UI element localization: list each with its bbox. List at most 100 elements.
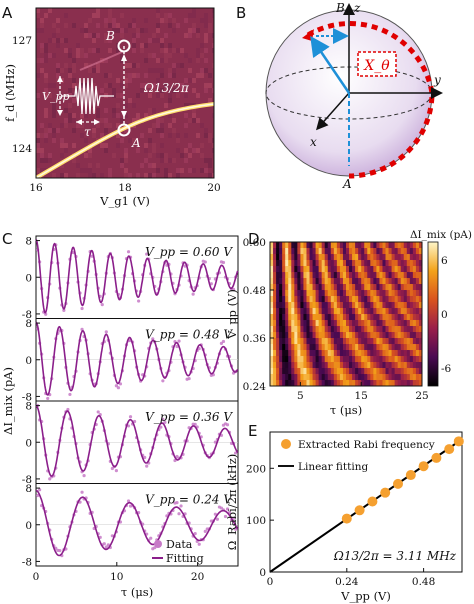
panel-a-noise-cell xyxy=(172,63,176,68)
panel-a-noise-cell xyxy=(72,23,76,28)
panel-d-heatmap-cell xyxy=(321,266,326,273)
panel-a-noise-cell xyxy=(68,68,72,73)
panel-d-heatmap-cell xyxy=(318,308,323,315)
panel-d-heatmap-cell xyxy=(385,374,389,381)
panel-d-heatmap-cell xyxy=(364,254,368,261)
panel-a-noise-cell xyxy=(112,18,116,23)
panel-a-noise-cell xyxy=(92,83,96,88)
panel-d-heatmap-cell xyxy=(270,320,274,327)
panel-a-noise-cell xyxy=(168,68,172,73)
panel-d-heatmap-cell xyxy=(391,344,396,351)
panel-d-heatmap-cell xyxy=(342,266,347,273)
panel-d-heatmap-cell xyxy=(349,362,353,369)
panel-d-heatmap-cell xyxy=(349,368,353,375)
panel-d-heatmap-cell xyxy=(339,254,344,261)
panel-d-heatmap-cell xyxy=(276,290,280,297)
panel-d-heatmap-cell xyxy=(415,332,420,339)
panel-d-xtick: 25 xyxy=(415,390,428,402)
panel-d-heatmap-cell xyxy=(379,374,383,381)
panel-d-heatmap-cell xyxy=(361,248,365,255)
panel-a-noise-cell xyxy=(208,83,212,88)
panel-d-heatmap-cell xyxy=(415,338,420,345)
panel-d-heatmap-cell xyxy=(300,332,304,339)
panel-d-heatmap-cell xyxy=(388,266,392,273)
panel-d-heatmap-cell xyxy=(291,254,295,261)
panel-d-heatmap-cell xyxy=(285,266,289,273)
panel-d-heatmap-cell xyxy=(297,308,301,315)
panel-d-heatmap-cell xyxy=(346,308,350,315)
panel-a-noise-cell xyxy=(172,158,176,163)
panel-d-heatmap-cell xyxy=(288,374,292,381)
panel-a-noise-cell xyxy=(40,43,44,48)
panel-d-heatmap-cell xyxy=(300,302,304,309)
panel-d-heatmap-cell xyxy=(339,308,344,315)
panel-d-heatmap-cell xyxy=(270,254,274,261)
panel-d-heatmap-cell xyxy=(373,308,377,315)
panel-a-noise-cell xyxy=(124,158,128,163)
panel-d-heatmap-cell xyxy=(279,350,283,357)
panel-c-data-point xyxy=(209,282,213,286)
panel-d-heatmap-cell xyxy=(352,290,356,297)
panel-e-data-point xyxy=(393,478,403,489)
panel-a-noise-cell xyxy=(104,23,108,28)
panel-c-ytick: 0 xyxy=(25,355,32,367)
panel-d-heatmap-cell xyxy=(379,350,383,357)
panel-d-heatmap-cell xyxy=(303,332,307,339)
panel-d-heatmap-cell xyxy=(394,338,399,345)
panel-a-noise-cell xyxy=(52,128,56,133)
panel-a-noise-cell xyxy=(188,168,192,173)
panel-d-heatmap-cell xyxy=(327,380,332,387)
panel-d-heatmap-cell xyxy=(324,272,329,279)
panel-d-heatmap-cell xyxy=(346,284,350,291)
panel-b-bloch-sphere: X_θ B z y x A xyxy=(265,1,443,191)
panel-d-heatmap-cell xyxy=(376,380,380,387)
panel-d-heatmap-cell xyxy=(273,338,277,345)
panel-a-noise-cell xyxy=(136,148,140,153)
panel-d-heatmap-cell xyxy=(339,302,344,309)
panel-d-heatmap-cell xyxy=(288,344,292,351)
panel-a-noise-cell xyxy=(192,13,196,18)
panel-d-heatmap-cell xyxy=(273,350,277,357)
panel-d-heatmap-cell xyxy=(321,284,326,291)
panel-d-heatmap-cell xyxy=(342,278,347,285)
panel-d-heatmap-cell xyxy=(400,248,405,255)
panel-d-heatmap-cell xyxy=(406,356,411,363)
panel-d-heatmap-cell xyxy=(342,290,347,297)
panel-d-heatmap-cell xyxy=(358,296,362,303)
panel-a-noise-cell xyxy=(44,58,48,63)
panel-e-xtick: 0 xyxy=(267,576,274,588)
panel-a-noise-cell xyxy=(60,123,64,128)
panel-d-heatmap-cell xyxy=(330,332,335,339)
panel-a-noise-cell xyxy=(64,23,68,28)
panel-a-noise-cell xyxy=(168,88,172,93)
panel-a-noise-cell xyxy=(164,153,168,158)
panel-d-heatmap-cell xyxy=(403,242,408,249)
panel-d-heatmap-cell xyxy=(336,296,341,303)
panel-e-data-point xyxy=(453,436,464,447)
panel-d-heatmap-cell xyxy=(324,302,329,309)
panel-c-data-point xyxy=(118,382,123,386)
panel-d-heatmap-cell xyxy=(336,332,341,339)
panel-d-heatmap-cell xyxy=(367,380,371,387)
panel-d-heatmap-cell xyxy=(382,314,386,321)
panel-d-heatmap-cell xyxy=(324,344,329,351)
panel-d-heatmap-cell xyxy=(291,284,295,291)
panel-a-noise-cell xyxy=(108,13,112,18)
panel-d-heatmap-cell xyxy=(339,380,344,387)
panel-a-noise-cell xyxy=(36,58,40,63)
panel-c-xtick: 20 xyxy=(191,571,204,583)
panel-a-noise-cell xyxy=(168,73,172,78)
panel-d-heatmap-cell xyxy=(324,296,329,303)
panel-d-heatmap-cell xyxy=(321,302,326,309)
panel-d-heatmap-cell xyxy=(318,254,323,261)
panel-d-heatmap-cell xyxy=(352,242,356,249)
panel-a-noise-cell xyxy=(152,123,156,128)
panel-d-heatmap-cell xyxy=(403,356,408,363)
panel-a-noise-cell xyxy=(80,48,84,53)
panel-a-noise-cell xyxy=(76,53,80,58)
panel-a-noise-cell xyxy=(152,68,156,73)
panel-d-heatmap-cell xyxy=(306,302,310,309)
panel-d-heatmap-cell xyxy=(327,338,332,345)
panel-a-noise-cell xyxy=(168,13,172,18)
panel-d-heatmap-cell xyxy=(300,260,304,267)
